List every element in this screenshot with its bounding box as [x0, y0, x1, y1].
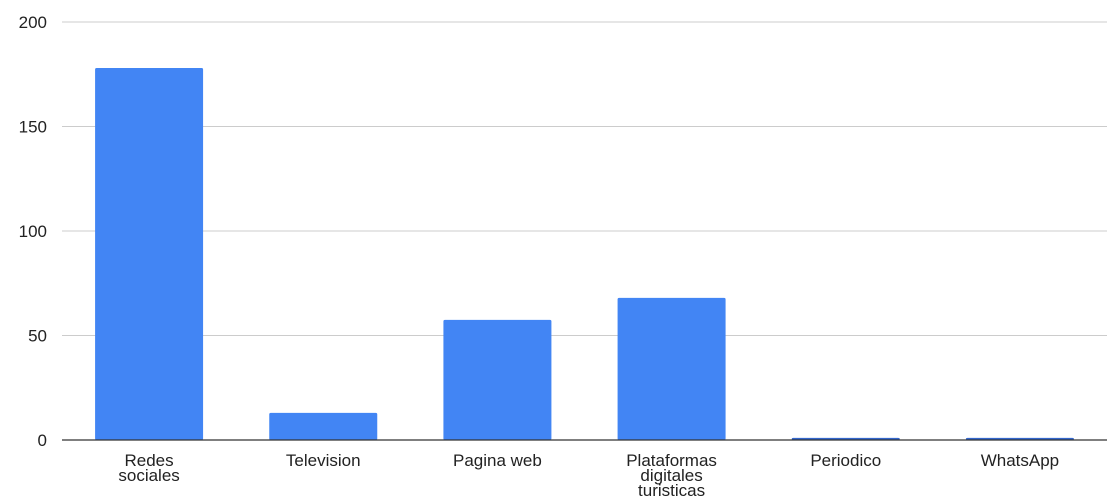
- bar-3: [617, 297, 726, 440]
- y-tick-label-200: 200: [19, 13, 47, 32]
- x-tick-label-line: sociales: [118, 466, 179, 485]
- gridlines: [62, 21, 1107, 336]
- x-tick-label-line: WhatsApp: [981, 451, 1059, 470]
- x-tick-label-3: Plataformas digitales turisticas: [626, 451, 717, 500]
- x-tick-label-4: Periodico: [810, 451, 881, 470]
- x-tick-label-0: Redes sociales: [118, 451, 179, 485]
- bar-0: [95, 67, 204, 440]
- y-tick-label-50: 50: [28, 327, 47, 346]
- x-tick-label-line: Redes: [125, 451, 174, 470]
- y-tick-label-0: 0: [38, 431, 47, 450]
- bar-1: [269, 412, 378, 440]
- bars: [95, 67, 1074, 440]
- bar-2: [443, 319, 552, 440]
- x-tick-label-line: Plataformas: [626, 451, 717, 470]
- x-tick-label-line: Periodico: [810, 451, 881, 470]
- x-tick-label-line: Pagina web: [453, 451, 542, 470]
- x-axis: Redes sociales Television Pagina web Platafo…: [62, 439, 1107, 500]
- y-axis: 0 50 100 150 200: [19, 13, 47, 450]
- y-tick-label-150: 150: [19, 118, 47, 137]
- x-tick-label-5: WhatsApp: [981, 451, 1059, 470]
- x-tick-label-line: digitales: [640, 466, 702, 485]
- x-tick-label-line: Television: [286, 451, 361, 470]
- x-tick-label-1: Television: [286, 451, 361, 470]
- x-tick-label-line: turisticas: [638, 481, 705, 500]
- x-tick-label-2: Pagina web: [453, 451, 542, 470]
- y-tick-label-100: 100: [19, 222, 47, 241]
